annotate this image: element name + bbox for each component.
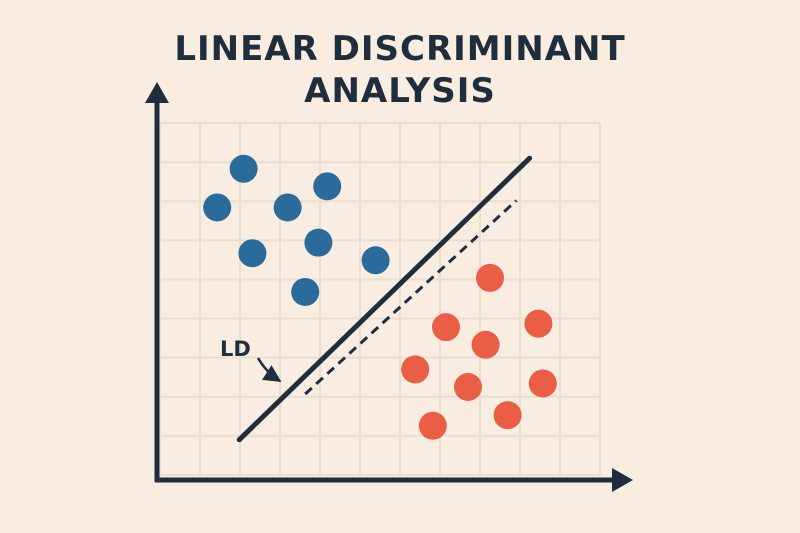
x-axis-arrow-icon [612, 468, 633, 492]
class-a-point [238, 239, 267, 268]
axes [145, 82, 633, 492]
class-a-point [203, 193, 232, 222]
class-b-point [454, 373, 482, 401]
ld-pointer-arrow-icon [256, 357, 282, 383]
title-line-1: LINEAR DISCRIMINANT [174, 29, 626, 69]
class-a-point [361, 246, 390, 275]
class-a-point [291, 277, 320, 306]
class-a-point [273, 193, 302, 222]
class-a-point [229, 154, 258, 183]
class-b-point [524, 309, 553, 338]
class-b-point [401, 355, 430, 384]
discriminant-line [236, 155, 533, 443]
ld-annotation: LD [220, 337, 282, 383]
y-axis-arrow-icon [145, 82, 169, 103]
class-b-point [493, 401, 522, 430]
title-line-2: ANALYSIS [304, 71, 496, 111]
class-a-point [313, 172, 342, 201]
class-a-point [304, 228, 333, 257]
ld-label: LD [220, 337, 251, 361]
class-b-point [476, 263, 504, 292]
class-b-point [432, 313, 460, 342]
discriminant-lines [236, 155, 533, 443]
data-points [203, 154, 557, 440]
projection-line-dashed [304, 199, 518, 396]
class-b-point [528, 369, 557, 398]
diagram-title: LINEAR DISCRIMINANT ANALYSIS [0, 28, 800, 112]
class-b-point [471, 330, 500, 359]
class-b-point [418, 411, 447, 440]
grid [159, 122, 601, 476]
